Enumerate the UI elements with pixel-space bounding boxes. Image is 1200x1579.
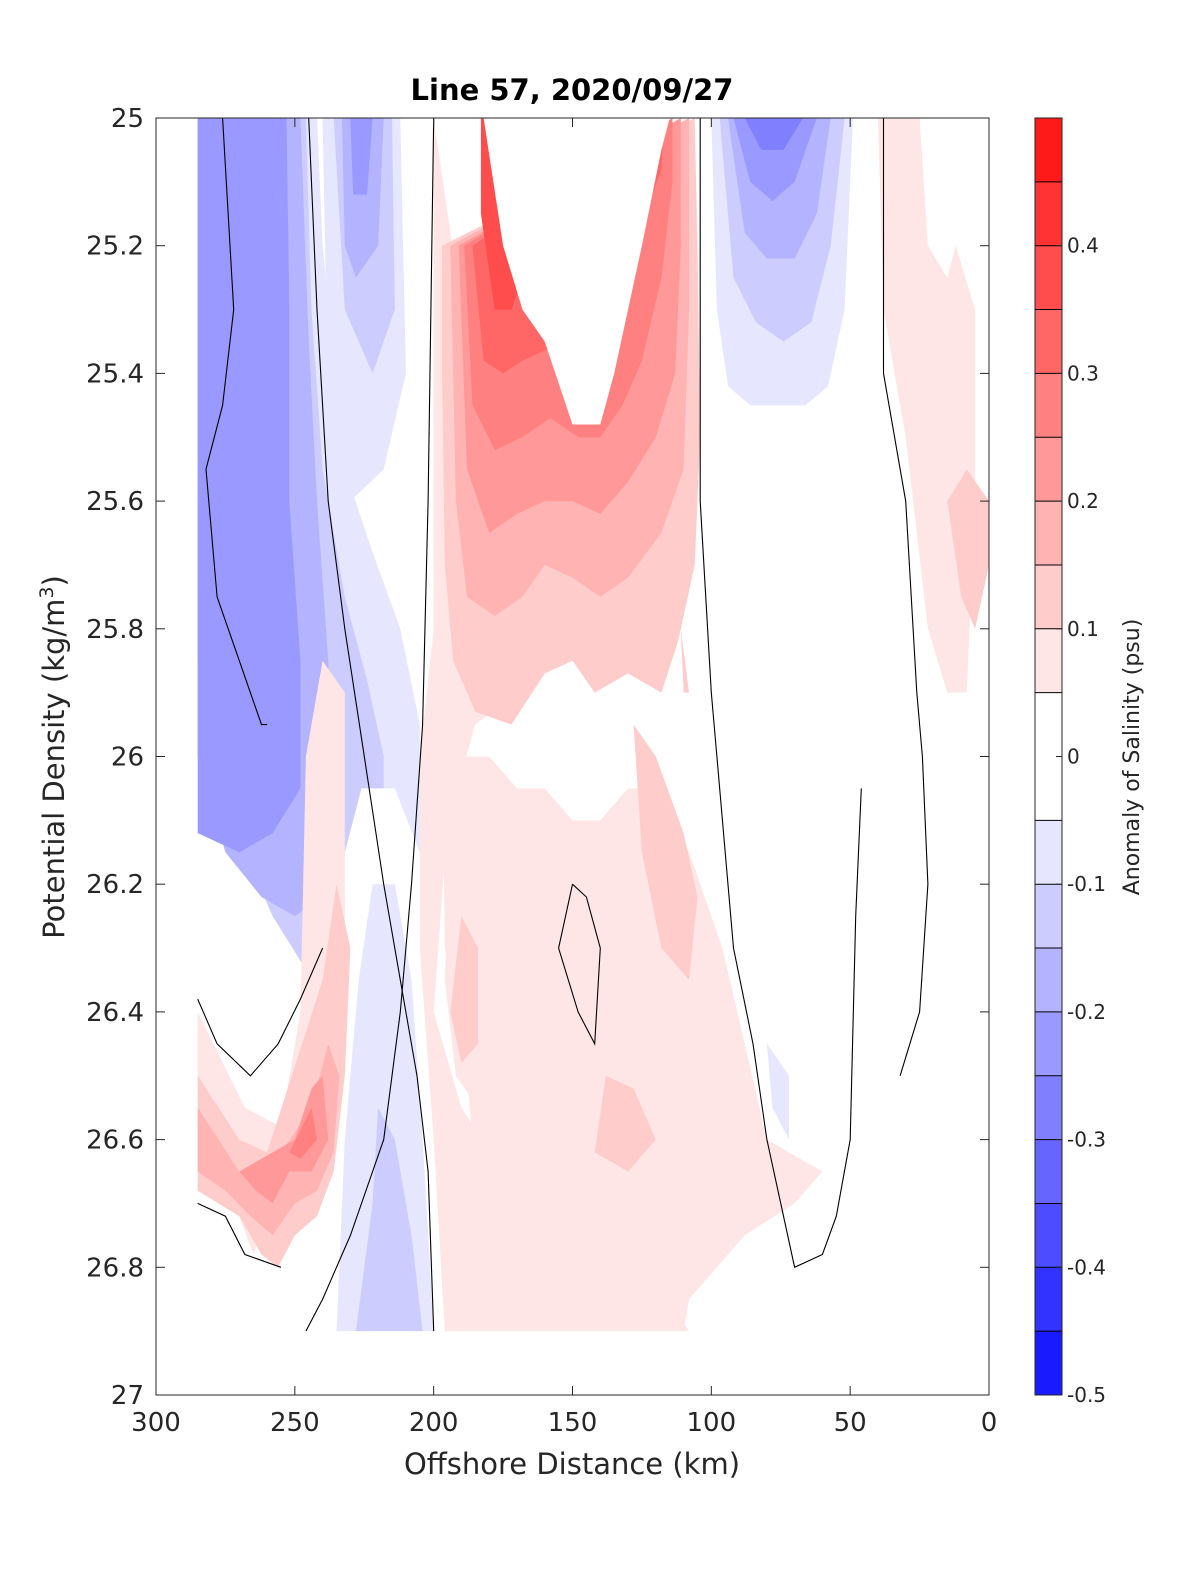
x-axis-label: Offshore Distance (km) (404, 1447, 740, 1481)
colorbar-segment (1035, 948, 1062, 1012)
colorbar-segment (1035, 1075, 1062, 1140)
y-tick-label: 25.2 (86, 232, 144, 262)
zero-contour-line-1 (308, 117, 435, 1332)
colorbar-tick-label: 0.4 (1067, 234, 1099, 258)
y-tick-label: 25 (111, 104, 144, 134)
anomaly-region-15 (239, 1075, 329, 1204)
y-axis-label-main: Potential Density (kg/m (37, 599, 71, 939)
y-tick-label: 26 (111, 743, 144, 773)
anomaly-region-26 (450, 916, 479, 1063)
y-axis-label-superscript: 3 (36, 586, 58, 598)
colorbar-tick-label: 0.1 (1067, 617, 1099, 641)
colorbar-segment (1035, 245, 1062, 310)
colorbar-segment (1035, 181, 1062, 246)
anomaly-region-14 (197, 1043, 340, 1236)
zero-contour-line-0 (205, 117, 268, 726)
x-tick-label: 0 (981, 1408, 998, 1438)
anomaly-region-35 (744, 118, 803, 150)
chart-title: Line 57, 2020/09/27 (411, 73, 734, 107)
colorbar-tick-label: -0.3 (1067, 1128, 1106, 1152)
zero-contour-line-2 (305, 117, 435, 1332)
colorbar-segment (1035, 1267, 1062, 1332)
colorbar-tick-label: -0.1 (1067, 872, 1106, 896)
anomaly-region-29 (680, 628, 690, 693)
anomaly-region-37 (877, 118, 976, 693)
x-axis-ticks: 300 250 200 150 100 50 0 (131, 118, 997, 1438)
colorbar-segment (1035, 309, 1062, 374)
plot-area (155, 117, 990, 1396)
zero-contour-line-5 (882, 118, 929, 1076)
colorbar-tick-label: 0 (1067, 745, 1080, 769)
y-axis-label-close: ) (37, 575, 71, 586)
anomaly-region-27 (594, 1075, 656, 1172)
anomaly-region-4 (197, 118, 301, 853)
x-tick-label: 250 (270, 1408, 320, 1438)
colorbar-segment (1035, 501, 1062, 565)
anomaly-region-18 (433, 118, 823, 1332)
y-tick-label: 25.4 (86, 359, 144, 389)
anomaly-region-38 (947, 469, 989, 629)
y-tick-label: 26.4 (86, 998, 144, 1028)
anomaly-region-11 (355, 1107, 423, 1332)
x-tick-label: 300 (131, 1408, 181, 1438)
anomaly-region-34 (733, 118, 817, 201)
colorbar-segment (1035, 118, 1062, 182)
x-tick-label: 100 (687, 1408, 737, 1438)
anomaly-region-36 (766, 1043, 790, 1140)
colorbar-label: Anomaly of Salinity (psu) (1120, 619, 1145, 896)
zero-contour-line-7 (197, 1202, 282, 1268)
zero-contour-line-6 (558, 883, 601, 1046)
y-tick-label: 25.8 (86, 615, 144, 645)
y-tick-label: 25.6 (86, 487, 144, 517)
colorbar-segment (1035, 884, 1062, 949)
colorbar-segment (1035, 1331, 1062, 1395)
colorbar-tick-label: 0.3 (1067, 361, 1099, 385)
zero-contour-line-3 (197, 947, 324, 1077)
x-tick-label: 200 (409, 1408, 459, 1438)
anomaly-region-16 (289, 1107, 317, 1159)
colorbar: -0.5 -0.4 -0.3 -0.2 -0.1 0 0.1 0.2 0.3 0.4 (1034, 117, 1106, 1407)
anomaly-region-17 (419, 118, 690, 1332)
anomaly-region-28 (633, 724, 698, 980)
colorbar-segment (1035, 1203, 1062, 1268)
zero-contour-line-4 (699, 118, 862, 1269)
colorbar-tick-label: -0.5 (1067, 1383, 1106, 1407)
colorbar-segment (1035, 628, 1062, 693)
saturated-core (483, 118, 670, 425)
colorbar-tick-label: -0.2 (1067, 1000, 1106, 1024)
anomaly-region-8 (350, 118, 373, 195)
y-tick-label: 26.8 (86, 1253, 144, 1283)
colorbar-segment (1035, 1139, 1062, 1204)
colorbar-segment (1035, 564, 1062, 629)
x-tick-label: 50 (834, 1408, 867, 1438)
colorbar-segment (1035, 1011, 1062, 1076)
colorbar-segment (1035, 437, 1062, 502)
colorbar-segment (1035, 820, 1062, 885)
y-tick-label: 26.2 (86, 870, 144, 900)
colorbar-segment (1035, 373, 1062, 438)
y-axis-label: Potential Density (kg/m3) (36, 575, 71, 939)
colorbar-tick-label: -0.4 (1067, 1255, 1106, 1279)
colorbar-tick-label: 0.2 (1067, 489, 1099, 513)
x-tick-label: 150 (548, 1408, 598, 1438)
y-axis-ticks: 25 25.2 25.4 25.6 25.8 26 26.2 26.4 26.6 26.8 27 (86, 104, 989, 1411)
y-tick-label: 27 (111, 1381, 144, 1411)
y-tick-label: 26.6 (86, 1126, 144, 1156)
anomaly-region-10 (336, 884, 434, 1332)
